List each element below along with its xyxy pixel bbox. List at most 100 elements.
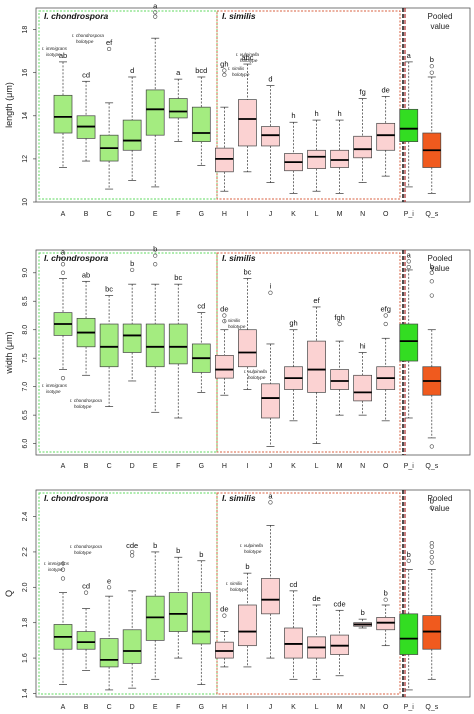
box-Q_s: b (422, 497, 442, 680)
significance-letter: cd (82, 582, 90, 591)
outlier-point (222, 613, 227, 618)
category-label: O (383, 704, 389, 711)
note-vulpinella: holotype (248, 375, 266, 380)
outlier-point (429, 70, 434, 75)
group-title-similis: I. similis (222, 493, 256, 503)
y-tick-label: 1.6 (22, 653, 29, 663)
box-C: bc (99, 285, 119, 407)
outlier-point (222, 319, 227, 324)
category-label: H (222, 211, 227, 218)
note-immigrans: I. immigrans (44, 561, 70, 566)
outlier-point (60, 567, 66, 572)
box-body (168, 98, 188, 119)
note-immigrans: isotype (46, 389, 61, 394)
box-body (168, 323, 188, 365)
plot-frame (35, 249, 471, 456)
category-label: A (61, 463, 66, 470)
significance-letter: c (61, 559, 65, 568)
outlier-point (130, 549, 135, 555)
group-title-chondrospora: I. chondrospora (44, 11, 109, 21)
box-N: b (353, 608, 372, 629)
significance-letter: e (107, 576, 111, 585)
category-label: F (176, 463, 180, 470)
y-tick-label: 2.0 (22, 582, 29, 592)
box-L: ef (307, 296, 326, 444)
box-G: bcd (191, 66, 211, 166)
y-tick-label: 2.4 (22, 512, 29, 522)
box-body (261, 383, 280, 419)
plot-frame (35, 7, 471, 203)
box-body (307, 340, 326, 393)
outlier-point (268, 290, 273, 295)
box-P_i: a (399, 51, 419, 188)
box-N: hi (353, 342, 372, 416)
category-label: L (315, 704, 319, 711)
significance-letter: b (176, 546, 180, 555)
box-body (238, 329, 257, 368)
outlier-point (60, 376, 66, 381)
category-label: A (61, 211, 66, 218)
pooled-label: Pooled (428, 494, 453, 503)
pooled-label: value (430, 504, 450, 513)
significance-letter: de (382, 85, 390, 94)
significance-letter: ab (82, 270, 90, 279)
category-label: H (222, 463, 227, 470)
box-D: cde (122, 541, 142, 689)
box-body (307, 149, 326, 169)
box-A: ab (53, 51, 73, 168)
outlier-point (106, 585, 112, 590)
outlier-point (429, 293, 434, 298)
box-P_i: a (399, 250, 419, 419)
significance-letter: bcd (195, 66, 207, 75)
outlier-point (383, 597, 388, 602)
significance-letter: b (430, 497, 434, 506)
y-tick-label: 12 (22, 155, 29, 163)
outlier-point (130, 553, 135, 558)
note-similis: holotype (228, 324, 246, 329)
category-label: A (61, 704, 66, 711)
y-tick-label: 8.0 (22, 325, 29, 335)
category-label: M (337, 211, 343, 218)
category-label: C (107, 211, 112, 218)
box-M: cde (330, 599, 349, 677)
category-label: M (337, 463, 343, 470)
y-tick-label: 7.5 (22, 353, 29, 363)
category-label: P_i (404, 704, 415, 711)
box-I: bc (238, 267, 257, 390)
category-label: L (315, 463, 319, 470)
significance-letter: fgh (334, 313, 344, 322)
box-K: h (284, 111, 303, 194)
note-vulpinella: I. vulpinella (244, 369, 267, 374)
box-body (122, 629, 142, 664)
significance-letter: ab (59, 51, 67, 60)
outlier-point (429, 64, 434, 69)
category-label: C (107, 463, 112, 470)
category-label: P_i (404, 463, 415, 470)
box-body (122, 119, 142, 151)
significance-letter: b (153, 541, 157, 550)
category-label: G (199, 463, 204, 470)
group-title-chondrospora: I. chondrospora (44, 253, 109, 263)
box-O: b (376, 589, 396, 647)
box-body (215, 354, 234, 379)
significance-letter: b (361, 608, 365, 617)
box-L: h (307, 109, 326, 192)
y-tick-label: 16 (22, 69, 29, 77)
box-E: a (145, 1, 165, 188)
box-M: fgh (330, 313, 349, 416)
box-P_i: b (399, 550, 419, 691)
outlier-point (429, 555, 434, 560)
note-chondrospora: I. chondrospora (70, 398, 102, 403)
significance-letter: de (220, 605, 228, 614)
category-label: D (130, 211, 135, 218)
category-label: G (199, 704, 204, 711)
box-body (53, 94, 73, 134)
box-A: a (53, 248, 73, 381)
box-body (399, 108, 419, 142)
significance-letter: de (220, 304, 228, 313)
significance-letter: bc (174, 273, 182, 282)
note-chondrospora: holotype (76, 39, 94, 44)
outlier-point (153, 14, 158, 19)
significance-letter: cd (197, 302, 205, 311)
group-title-similis: I. similis (222, 253, 256, 263)
